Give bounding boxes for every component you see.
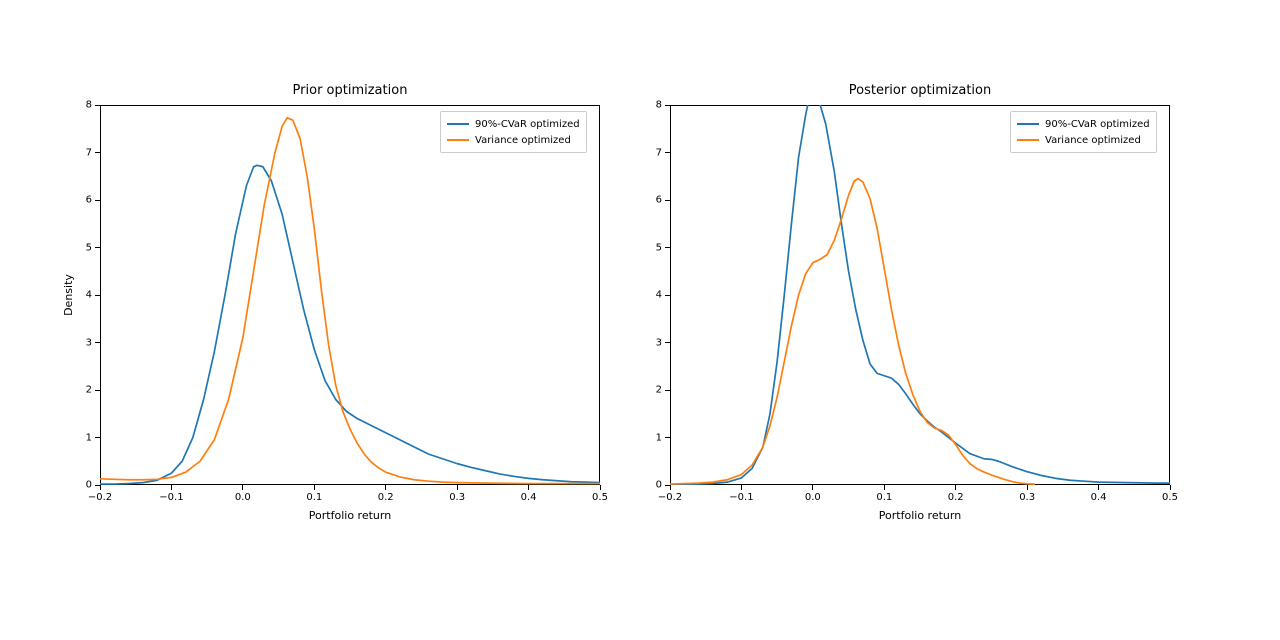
legend-label: Variance optimized [1045,135,1141,146]
series-lines [0,0,1280,640]
legend: 90%-CVaR optimized Variance optimized [1010,111,1157,153]
series-line [670,179,1034,485]
legend-label: 90%-CVaR optimized [1045,119,1150,130]
legend-swatch [1017,123,1039,125]
figure: Prior optimizationPortfolio returnDensit… [0,0,1280,640]
legend-swatch [1017,139,1039,141]
legend-item: Variance optimized [1017,132,1150,148]
legend-item: 90%-CVaR optimized [1017,116,1150,132]
